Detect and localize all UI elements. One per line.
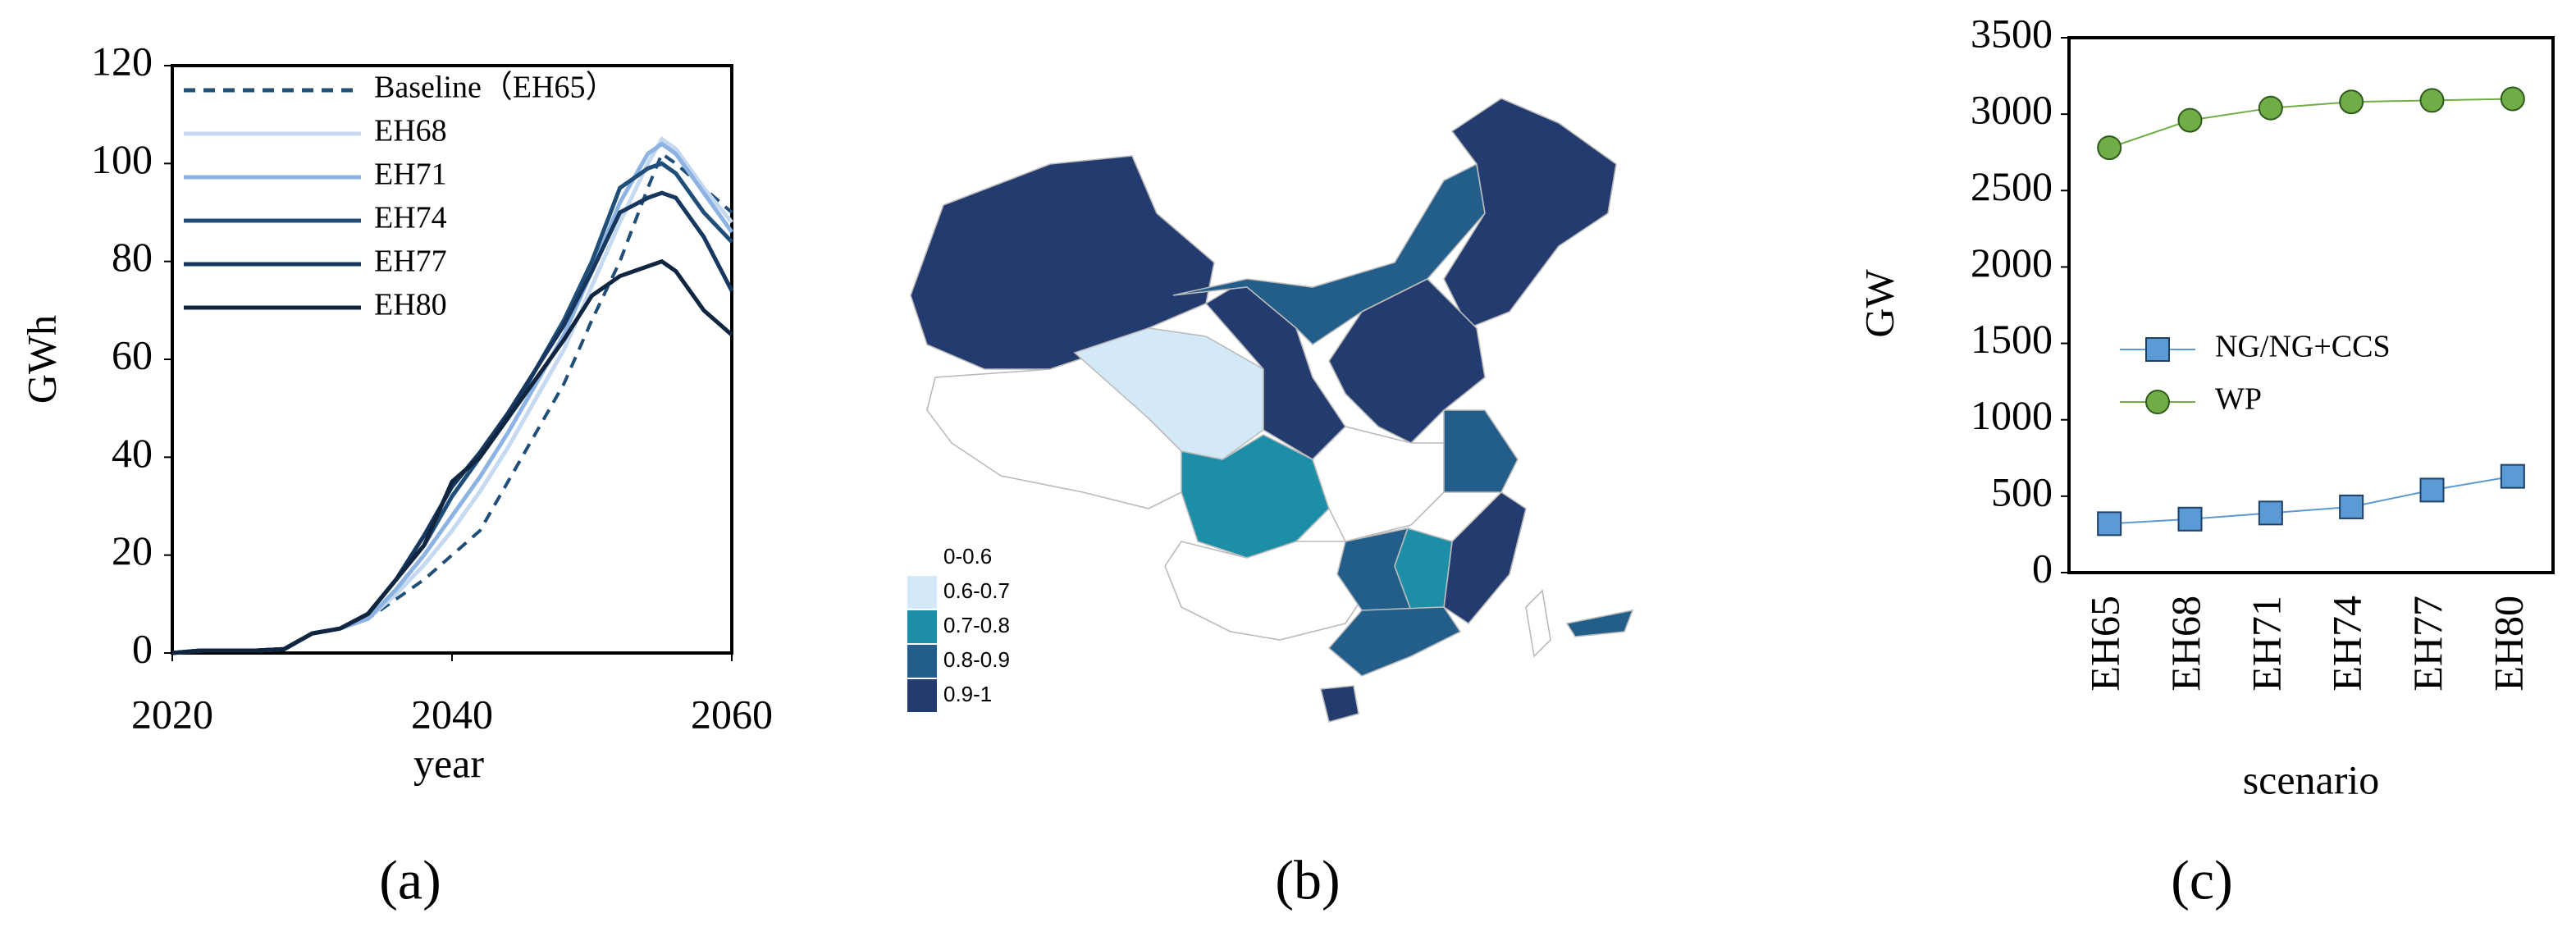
map-region <box>1525 589 1551 658</box>
map-region <box>1328 278 1486 444</box>
x-axis-title: year <box>413 740 484 786</box>
marker <box>2145 390 2170 414</box>
legend-label: 0-0.6 <box>943 544 992 569</box>
y-tick-label: 3500 <box>1971 10 2053 56</box>
marker <box>2500 464 2525 489</box>
map-region <box>1164 541 1380 641</box>
marker <box>2419 477 2445 503</box>
legend-label: 0.7-0.8 <box>943 613 1010 637</box>
map-region <box>1443 98 1617 330</box>
y-axis-title: GWh <box>18 315 64 404</box>
legend-label: 0.8-0.9 <box>943 647 1010 672</box>
x-tick-label: 2020 <box>131 691 213 737</box>
series-line <box>2109 475 2514 525</box>
legend-label: EH77 <box>374 244 447 279</box>
map-region <box>1443 491 1527 625</box>
y-tick-label: 40 <box>112 430 153 476</box>
legend-label: EH68 <box>374 114 447 148</box>
map-region <box>1319 685 1359 723</box>
legend-label: NG/NG+CCS <box>2215 330 2391 364</box>
y-tick-label: 1500 <box>1971 316 2053 362</box>
legend-label: EH80 <box>374 288 447 322</box>
marker <box>2258 500 2283 526</box>
y-tick-label: 3000 <box>1971 87 2053 133</box>
legend-swatch <box>907 610 937 643</box>
y-tick-label: 120 <box>91 38 153 84</box>
marker <box>2500 86 2525 112</box>
legend-swatch <box>907 541 937 574</box>
map-region <box>1312 426 1445 542</box>
marker <box>2097 511 2122 537</box>
series-line <box>171 151 733 655</box>
y-tick-label: 2500 <box>1971 163 2053 209</box>
x-tick-label: EH77 <box>2405 596 2450 692</box>
y-tick-label: 2000 <box>1971 240 2053 285</box>
panel-label: (a) <box>379 849 441 911</box>
y-tick-label: 60 <box>112 331 153 377</box>
legend-label: Baseline（EH65） <box>374 71 617 105</box>
y-tick-label: 0 <box>2032 545 2053 591</box>
x-tick-label: 2040 <box>411 691 493 737</box>
x-tick-label: EH68 <box>2163 596 2208 692</box>
y-tick-label: 1000 <box>1971 392 2053 438</box>
legend-label: 0.6-0.7 <box>943 578 1010 603</box>
marker <box>2097 135 2122 161</box>
y-axis-title: GW <box>1856 269 1902 338</box>
series-line <box>171 135 733 655</box>
marker <box>2177 506 2203 532</box>
y-tick-label: 80 <box>112 234 153 280</box>
x-tick-label: EH71 <box>2243 596 2289 692</box>
legend-label: EH71 <box>374 158 447 192</box>
marker <box>2145 337 2170 362</box>
legend-swatch <box>907 679 937 712</box>
series-line <box>171 258 733 655</box>
series-line <box>171 161 733 655</box>
y-tick-label: 100 <box>91 136 153 182</box>
panel-label: (c) <box>2171 849 2232 911</box>
marker <box>2339 89 2364 115</box>
x-tick-label: EH80 <box>2485 596 2531 692</box>
marker <box>2339 494 2364 519</box>
x-tick-label: EH65 <box>2082 596 2128 692</box>
legend-label: EH74 <box>374 201 447 235</box>
legend-label: 0.9-1 <box>943 682 992 706</box>
plot-frame <box>2067 36 2555 574</box>
series-line <box>2108 98 2513 149</box>
y-tick-label: 0 <box>132 625 153 671</box>
legend-swatch <box>907 576 937 609</box>
legend-label: WP <box>2215 382 2262 417</box>
y-tick-label: 500 <box>1991 468 2053 514</box>
legend-swatch <box>907 645 937 678</box>
marker <box>2419 88 2445 113</box>
series-line <box>171 190 734 655</box>
x-axis-title: scenario <box>2243 756 2380 802</box>
y-tick-label: 20 <box>112 527 153 573</box>
map-region <box>1565 609 1634 637</box>
panel-label: (b) <box>1275 849 1340 911</box>
marker <box>2258 95 2283 121</box>
map-region <box>1327 606 1462 677</box>
map-region <box>1443 409 1519 493</box>
map-region <box>1181 434 1330 559</box>
marker <box>2177 107 2203 133</box>
x-tick-label: 2060 <box>691 691 773 737</box>
x-tick-label: EH74 <box>2324 596 2370 692</box>
